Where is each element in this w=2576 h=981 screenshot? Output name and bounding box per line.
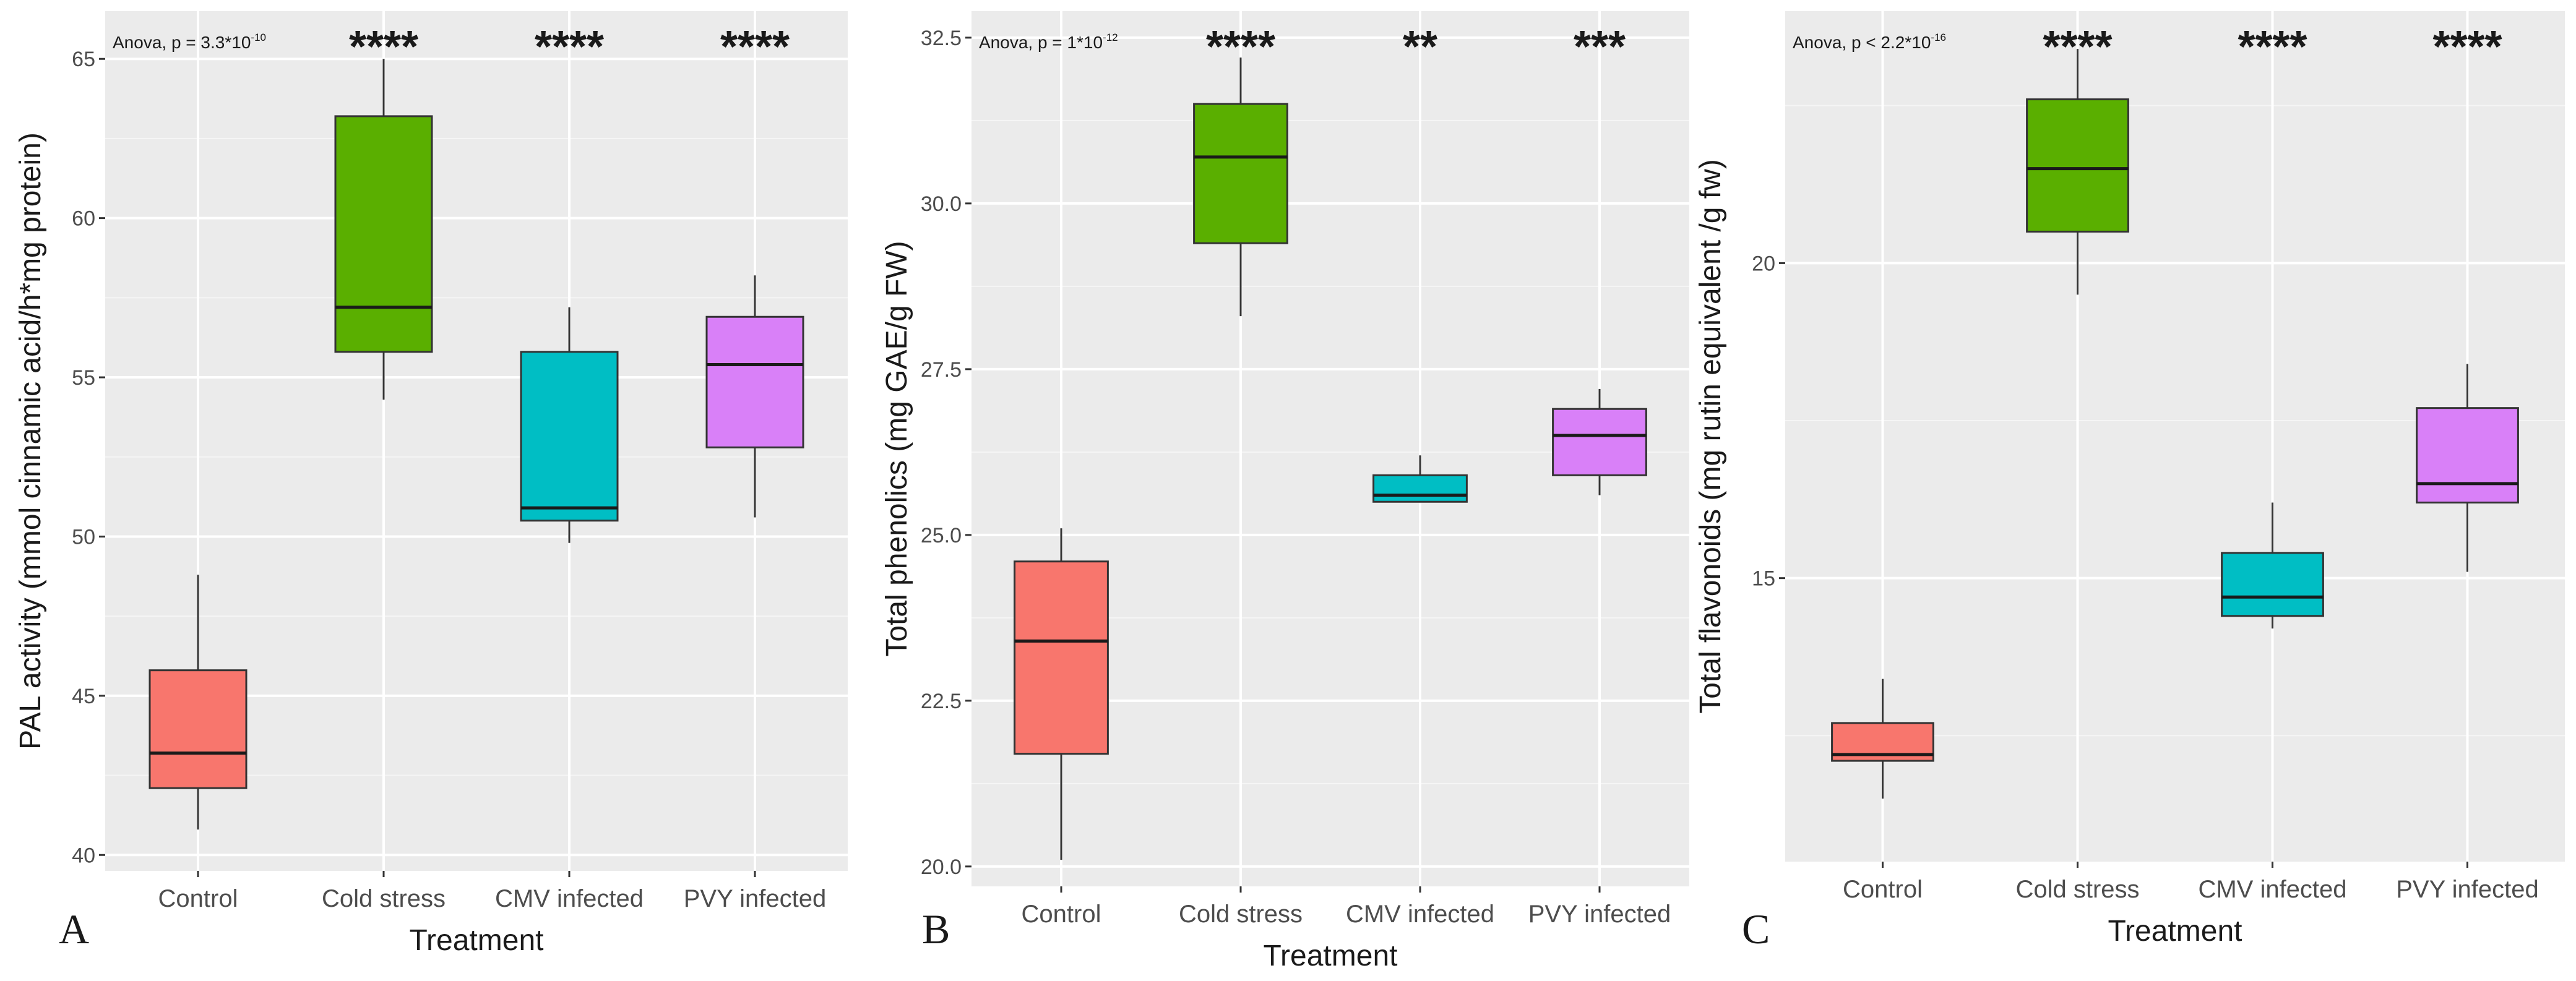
significance-stars: ****	[535, 22, 604, 72]
y-tick-label: 20	[1752, 252, 1775, 275]
x-tick-label: Control	[1843, 876, 1923, 903]
box-cold-stress	[1193, 103, 1288, 244]
box-cmv-infected	[520, 351, 619, 522]
significance-stars: ****	[2238, 22, 2307, 72]
panel-b: 20.0 22.5 25.0 27.5 30.0 32.5 Control Cold stre…	[881, 11, 1689, 972]
y-tick-label: 25.0	[921, 524, 962, 547]
box-cmv-infected	[2221, 552, 2324, 617]
box-control	[149, 669, 248, 789]
y-axis-title: PAL activity (mmol cinnamic acid/h*mg pr…	[14, 132, 47, 750]
x-tick-label: PVY infected	[1528, 901, 1671, 928]
significance-stars: ****	[2043, 22, 2112, 72]
box-pvy-infected	[705, 315, 804, 448]
x-tick-label: CMV infected	[495, 885, 644, 912]
significance-stars: ****	[720, 22, 790, 72]
x-tick-label: Cold stress	[2015, 876, 2139, 903]
x-tick-label: PVY infected	[2396, 876, 2539, 903]
x-tick-label: PVY infected	[684, 885, 827, 912]
y-tick-label: 40	[72, 844, 95, 867]
x-axis-title: Treatment	[1264, 940, 1398, 972]
significance-stars: ***	[1574, 22, 1626, 72]
x-tick-label: Cold stress	[1179, 901, 1303, 928]
anova-annotation: Anova, p = 1*10-12	[979, 32, 1118, 52]
y-axis-title: Total flavonoids (mg rutin equivalent /g…	[1694, 159, 1727, 713]
x-tick-label: Control	[1022, 901, 1101, 928]
y-tick-label: 15	[1752, 567, 1775, 591]
significance-stars: ****	[2432, 22, 2502, 72]
box-pvy-infected	[1552, 408, 1647, 476]
box-cold-stress	[334, 115, 433, 353]
x-axis-title: Treatment	[2108, 915, 2242, 948]
x-axis-title: Treatment	[410, 924, 544, 957]
panel-a: 40 45 50 55 60 65 Control Cold stress **** CMV in…	[14, 11, 848, 957]
panel-letter: C	[1742, 906, 1770, 953]
x-tick-label: Cold stress	[322, 885, 446, 912]
panel-c: 15 20 Control Cold stress **** CMV infected **…	[1694, 11, 2565, 953]
x-tick-label: CMV infected	[2198, 876, 2346, 903]
significance-stars: ****	[349, 22, 418, 72]
y-tick-label: 20.0	[921, 855, 962, 879]
y-tick-label: 60	[72, 207, 95, 231]
box-cmv-infected	[1372, 474, 1468, 503]
anova-annotation: Anova, p < 2.2*10-16	[1793, 32, 1946, 52]
panel-letter: A	[59, 906, 89, 953]
box-pvy-infected	[2416, 407, 2519, 503]
y-axis-title: Total phenolics (mg GAE/g FW)	[881, 241, 913, 656]
box-cold-stress	[2026, 98, 2129, 233]
panel-letter: B	[922, 906, 950, 953]
y-tick-label: 27.5	[921, 358, 962, 382]
x-tick-label: CMV infected	[1346, 901, 1494, 928]
significance-stars: **	[1403, 22, 1437, 72]
y-tick-label: 55	[72, 366, 95, 390]
y-tick-label: 45	[72, 685, 95, 708]
y-tick-label: 65	[72, 48, 95, 71]
y-tick-label: 30.0	[921, 192, 962, 216]
y-tick-label: 22.5	[921, 690, 962, 713]
anova-annotation: Anova, p = 3.3*10-10	[113, 32, 266, 52]
significance-stars: ****	[1206, 22, 1275, 72]
y-tick-label: 50	[72, 525, 95, 549]
y-tick-label: 32.5	[921, 27, 962, 50]
box-control	[1014, 560, 1109, 755]
x-tick-label: Control	[158, 885, 238, 912]
